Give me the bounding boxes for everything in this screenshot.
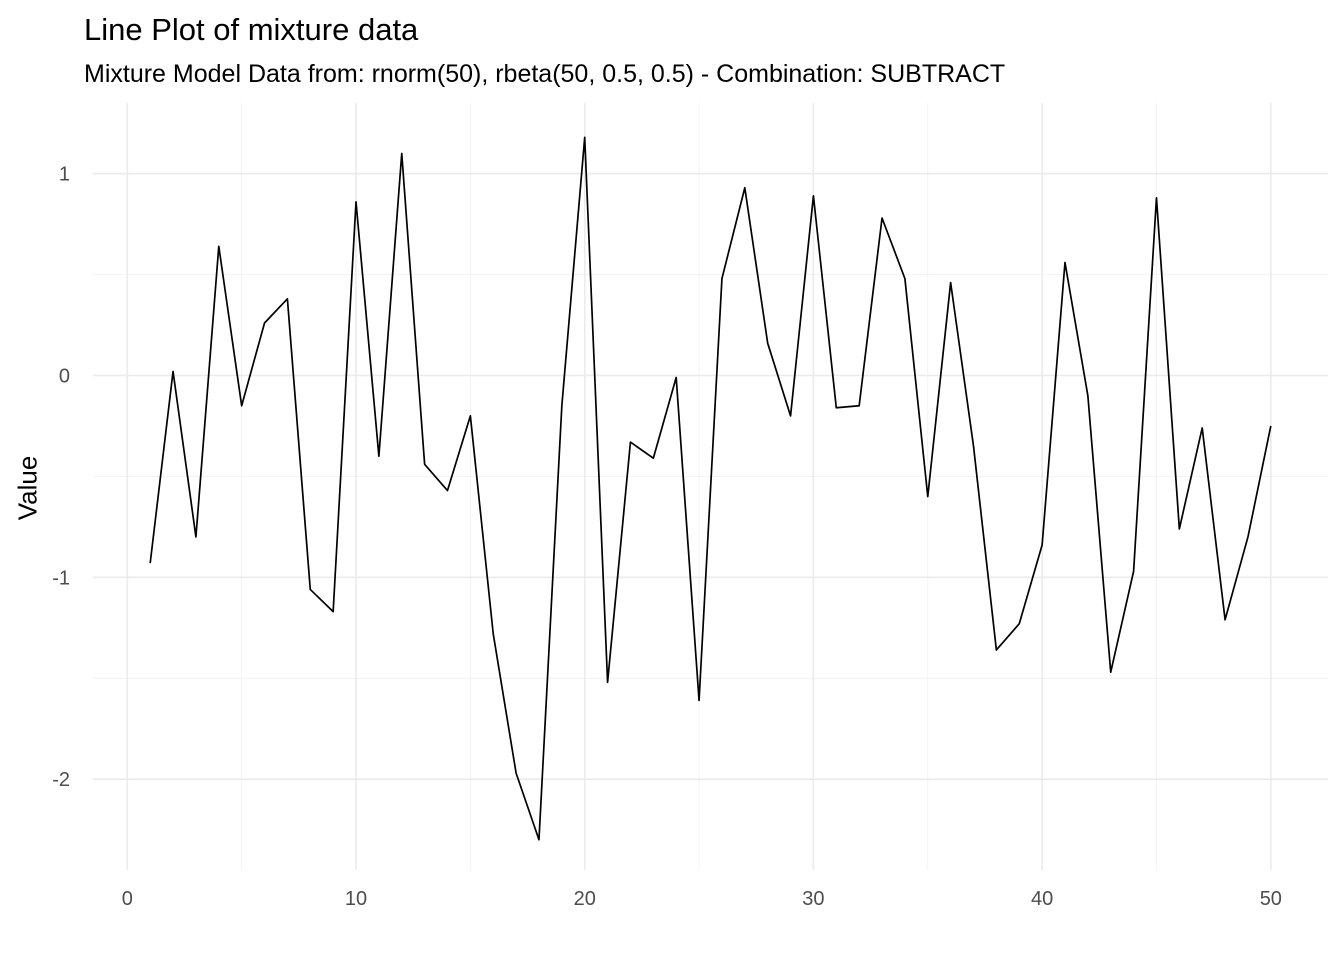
y-tick-label: 1: [59, 164, 70, 186]
x-tick-label: 10: [345, 888, 367, 910]
x-tick-label: 0: [122, 888, 133, 910]
y-tick-label: 0: [59, 365, 70, 387]
x-tick-label: 40: [1031, 888, 1053, 910]
x-tick-label: 20: [574, 888, 596, 910]
x-tick-label: 50: [1260, 888, 1282, 910]
series-line: [149, 136, 1272, 841]
y-tick-labels: -2 -1 0 1: [52, 164, 70, 792]
x-tick-label: 30: [802, 888, 824, 910]
series-group: [149, 136, 1272, 841]
major-gridlines: [93, 103, 1328, 870]
x-tick-labels: 0 10 20 30 40 50: [122, 888, 1282, 910]
chart-title: Line Plot of mixture data: [84, 12, 419, 47]
chart-subtitle: Mixture Model Data from: rnorm(50), rbet…: [84, 60, 1006, 88]
y-tick-label: -1: [52, 567, 70, 589]
y-tick-label: -2: [52, 769, 70, 791]
